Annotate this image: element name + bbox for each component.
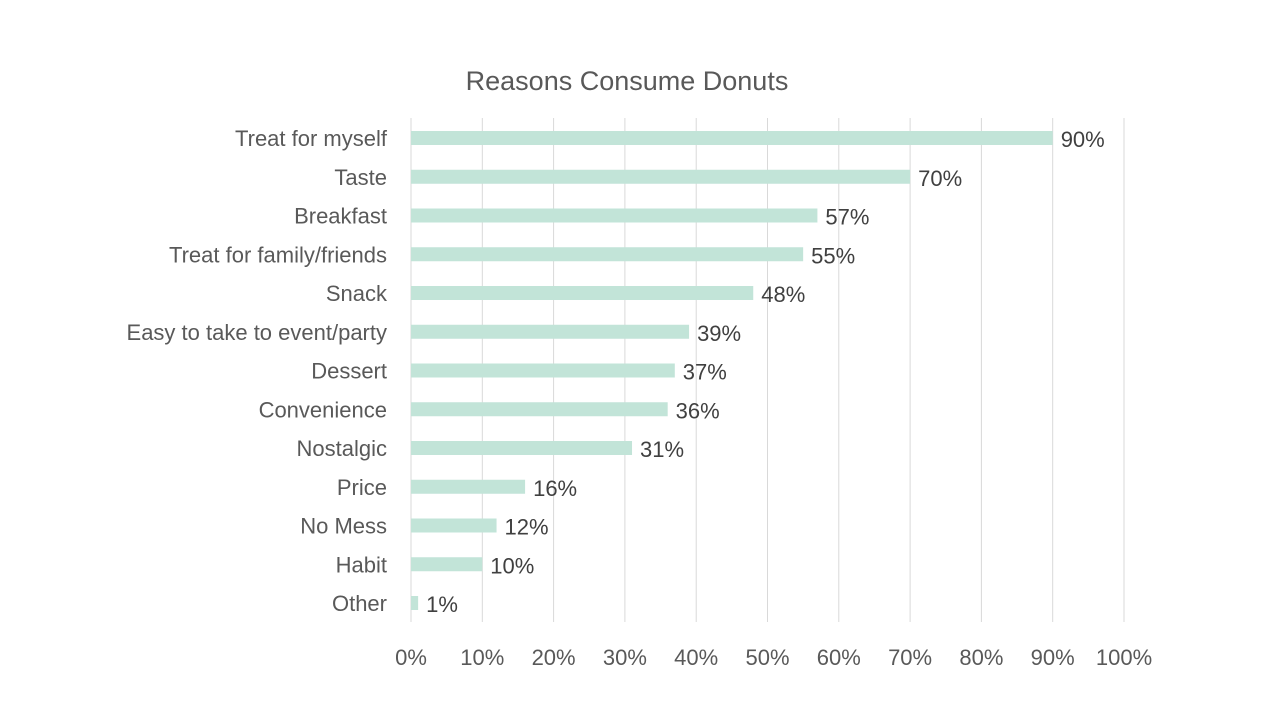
data-label: 90%: [1061, 127, 1105, 152]
x-tick-label: 20%: [532, 645, 576, 670]
bar: [411, 286, 754, 300]
x-tick-label: 10%: [460, 645, 504, 670]
x-tick-label: 70%: [888, 645, 932, 670]
category-label: Easy to take to event/party: [127, 320, 387, 345]
bar: [411, 208, 818, 223]
bar: [411, 518, 497, 533]
x-tick-label: 0%: [395, 645, 427, 670]
data-label: 12%: [505, 515, 549, 540]
bar: [411, 479, 526, 494]
x-tick-label: 60%: [817, 645, 861, 670]
x-tick-label: 90%: [1031, 645, 1075, 670]
x-tick-label: 40%: [674, 645, 718, 670]
category-label: Breakfast: [294, 204, 387, 229]
category-label: Dessert: [311, 359, 387, 384]
data-label: 70%: [918, 166, 962, 191]
x-tick-label: 50%: [745, 645, 789, 670]
x-tick-label: 80%: [959, 645, 1003, 670]
category-label: No Mess: [300, 514, 387, 539]
data-label: 48%: [761, 282, 805, 307]
category-label: Other: [332, 591, 387, 616]
bar: [411, 596, 419, 610]
category-label: Habit: [336, 552, 387, 577]
bar: [411, 131, 1053, 145]
bar: [411, 169, 911, 184]
data-label: 16%: [533, 476, 577, 501]
data-label: 36%: [676, 398, 720, 423]
bar: [411, 402, 668, 417]
data-label: 57%: [825, 205, 869, 230]
category-label: Taste: [334, 165, 387, 190]
x-tick-label: 30%: [603, 645, 647, 670]
category-label: Price: [337, 475, 387, 500]
data-label: 39%: [697, 321, 741, 346]
bar: [411, 324, 690, 339]
data-label: 1%: [426, 592, 458, 617]
category-label: Snack: [326, 281, 388, 306]
data-label: 37%: [683, 360, 727, 385]
bar: [411, 363, 675, 378]
data-label: 55%: [811, 243, 855, 268]
category-label: Convenience: [259, 397, 387, 422]
data-label: 10%: [490, 553, 534, 578]
data-label: 31%: [640, 437, 684, 462]
bar: [411, 557, 483, 572]
category-label: Treat for myself: [235, 126, 388, 151]
bar: [411, 441, 633, 455]
category-label: Nostalgic: [297, 436, 387, 461]
category-label: Treat for family/friends: [169, 242, 387, 267]
chart-title: Reasons Consume Donuts: [465, 66, 789, 96]
x-tick-label: 100%: [1096, 645, 1152, 670]
bar: [411, 247, 804, 262]
